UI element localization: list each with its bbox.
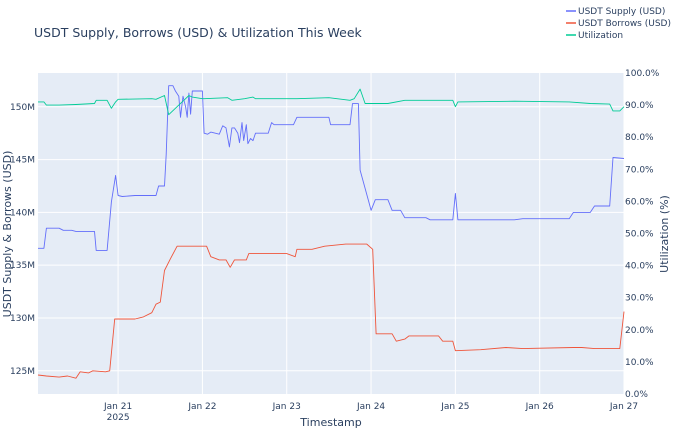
y-left-axis-title: USDT Supply & Borrows (USD) [1,151,14,318]
legend[interactable]: USDT Supply (USD) USDT Borrows (USD) Uti… [566,7,671,41]
utilization-line [38,88,625,116]
x-tick-label: Jan 26 [525,402,554,412]
y-left-tick-label: 125M [10,367,35,377]
y-right-tick-label: 50.0% [625,230,654,240]
y-right-tick-label: 60.0% [625,197,654,207]
y-right-tick-labels: 0.0% 10.0% 20.0% 30.0% 40.0% 50.0% 60.0% 70.0% 8… [625,69,660,400]
borrows-line [37,243,625,379]
supply-line [38,85,625,251]
y-right-tick-label: 70.0% [625,165,654,175]
legend-label-borrows: USDT Borrows (USD) [578,19,671,29]
y-right-tick-label: 20.0% [625,326,654,336]
y-right-tick-label: 10.0% [625,358,654,368]
x-tick-label: Jan 22 [187,402,216,412]
y-left-tick-label: 145M [10,156,35,166]
plot-background [38,73,624,394]
y-left-tick-label: 140M [10,208,35,218]
y-gridlines [38,106,624,372]
x-axis-title: Timestamp [299,416,361,429]
legend-label-supply: USDT Supply (USD) [578,7,665,17]
chart-title: USDT Supply, Borrows (USD) & Utilization… [34,25,363,40]
legend-item-utilization[interactable]: Utilization [566,31,623,41]
series-lines [37,85,625,379]
x-gridlines [117,73,625,394]
x-tick-label: Jan 24 [356,402,385,412]
x-tick-label: Jan 27 [609,402,638,412]
x-tick-label: Jan 23 [272,402,301,412]
legend-item-supply[interactable]: USDT Supply (USD) [566,7,665,17]
y-right-tick-label: 100.0% [625,69,660,79]
y-left-tick-label: 130M [10,314,35,324]
x-tick-label: Jan 21 [103,402,132,412]
x-tick-sublabel: 2025 [107,413,130,423]
y-left-tick-label: 135M [10,261,35,271]
legend-item-borrows[interactable]: USDT Borrows (USD) [566,19,671,29]
legend-label-utilization: Utilization [578,31,623,41]
y-right-tick-label: 90.0% [625,101,654,111]
y-left-tick-labels: 125M 130M 135M 140M 145M 150M [10,103,35,377]
y-right-tick-label: 0.0% [625,390,648,400]
y-right-tick-label: 80.0% [625,133,654,143]
x-tick-label: Jan 25 [440,402,469,412]
y-right-axis-title: Utilization (%) [658,195,671,273]
y-right-tick-label: 30.0% [625,294,654,304]
y-right-tick-label: 40.0% [625,262,654,272]
y-left-tick-label: 150M [10,103,35,113]
